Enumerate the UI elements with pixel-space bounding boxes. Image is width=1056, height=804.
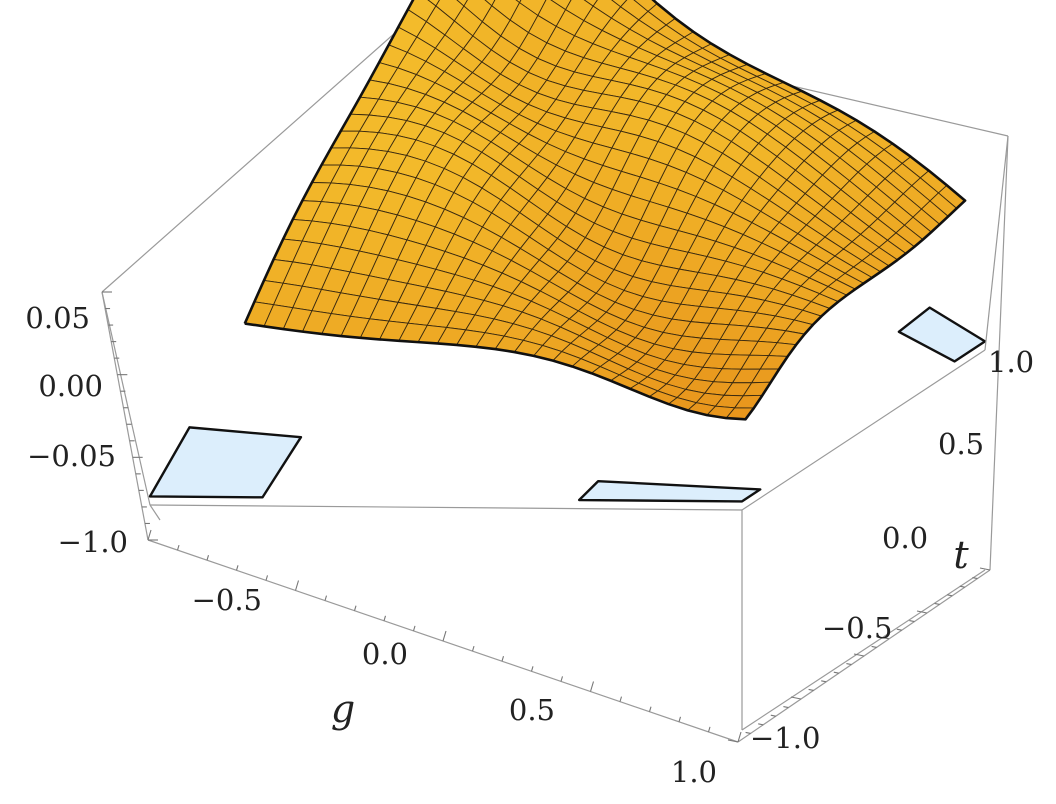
t-tick-mark xyxy=(934,602,940,605)
t-tick-mark xyxy=(871,645,877,648)
t-tick-mark xyxy=(959,585,965,588)
g-tick-mark xyxy=(324,595,328,601)
t-tick-mark xyxy=(727,739,739,743)
t-tick-mark xyxy=(972,577,978,580)
g-tick-mark xyxy=(235,565,239,571)
g-tick-mark xyxy=(176,544,180,551)
g-tick-mark xyxy=(678,716,682,722)
t-tick-mark xyxy=(979,567,991,571)
t-tick-mark xyxy=(884,637,890,640)
t-tick-mark xyxy=(783,706,789,709)
g-tick-mark xyxy=(501,656,505,662)
box-edge xyxy=(741,349,986,511)
z-tick-label: 0.05 xyxy=(25,301,90,335)
floor-patch xyxy=(148,426,303,499)
box-edge xyxy=(989,135,1009,571)
g-tick-mark xyxy=(560,676,564,682)
g-tick-mark xyxy=(589,681,595,692)
t-axis-title: t xyxy=(953,533,969,577)
box-edge xyxy=(984,135,1009,351)
t-tick-mark xyxy=(846,663,852,666)
g-tick-mark xyxy=(707,726,711,733)
g-tick-mark xyxy=(294,580,300,591)
box-edge xyxy=(101,291,151,506)
g-tick-mark xyxy=(353,605,357,611)
g-tick-mark xyxy=(412,625,416,632)
box-edge xyxy=(741,569,986,731)
t-tick-label: −1.0 xyxy=(750,721,820,755)
g-tick-mark xyxy=(737,731,742,743)
g-tick-label: 0.0 xyxy=(362,637,408,671)
g-tick-mark xyxy=(383,615,387,621)
t-tick-label: 1.0 xyxy=(988,345,1034,379)
g-tick-mark xyxy=(648,706,652,712)
t-tick-mark xyxy=(821,680,827,683)
axis-ticks xyxy=(102,291,991,743)
box-edge xyxy=(149,504,743,511)
t-tick-mark xyxy=(745,731,751,734)
z-tick-label: −0.05 xyxy=(27,439,116,473)
floor-patch xyxy=(578,479,762,503)
t-tick-mark xyxy=(758,723,764,726)
z-tick-label: 0.00 xyxy=(38,369,103,403)
box-edge xyxy=(101,1,431,293)
t-tick-label: 0.5 xyxy=(938,427,984,461)
g-tick-mark xyxy=(206,555,210,561)
surface-edge xyxy=(243,0,967,421)
g-tick-label: −1.0 xyxy=(58,525,128,559)
t-tick-mark xyxy=(947,594,953,597)
g-tick-label: −0.5 xyxy=(192,583,262,617)
t-tick-mark xyxy=(833,671,839,674)
t-tick-label: −0.5 xyxy=(822,611,892,645)
g-tick-mark xyxy=(265,575,269,581)
t-tick-mark xyxy=(853,653,865,657)
g-axis-title: g xyxy=(331,687,355,731)
g-tick-mark xyxy=(147,529,152,541)
t-tick-mark xyxy=(808,688,814,691)
t-tick-mark xyxy=(770,714,776,717)
g-tick-mark xyxy=(471,645,475,652)
floor-patch xyxy=(897,306,987,363)
box-edge xyxy=(149,504,161,521)
t-tick-label: 0.0 xyxy=(882,521,928,555)
t-tick-mark xyxy=(790,696,802,700)
g-tick-mark xyxy=(442,630,447,642)
g-tick-mark xyxy=(530,666,534,672)
t-tick-mark xyxy=(909,620,915,623)
t-tick-mark xyxy=(896,628,902,631)
t-tick-mark xyxy=(916,610,928,614)
g-tick-mark xyxy=(619,696,623,702)
g-tick-label: 0.5 xyxy=(509,693,555,727)
g-tick-label: 1.0 xyxy=(671,755,717,789)
box-edge xyxy=(101,291,149,541)
surface-mesh xyxy=(243,0,967,421)
